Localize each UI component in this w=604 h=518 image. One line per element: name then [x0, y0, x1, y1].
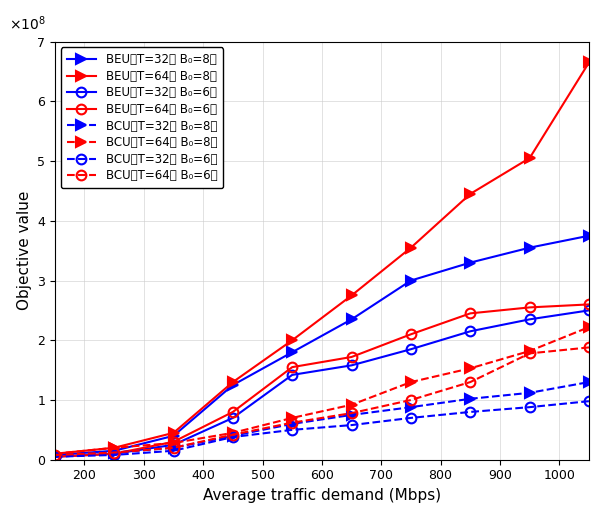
- BCU（T=64， B₀=6）: [526, 350, 533, 356]
- BCU（T=32， B₀=8）: [170, 444, 177, 451]
- BEU（T=64， B₀=6）: [51, 454, 59, 460]
- BEU（T=32， B₀=8）: [348, 316, 355, 322]
- BEU（T=32， B₀=8）: [111, 448, 118, 454]
- BCU（T=64， B₀=8）: [467, 365, 474, 371]
- BEU（T=32， B₀=8）: [467, 260, 474, 266]
- BCU（T=32， B₀=8）: [111, 450, 118, 456]
- BEU（T=64， B₀=6）: [585, 301, 593, 308]
- Line: BCU（T=32， B₀=6）: BCU（T=32， B₀=6）: [50, 396, 594, 462]
- BEU（T=64， B₀=6）: [348, 354, 355, 360]
- BEU（T=32， B₀=6）: [526, 316, 533, 322]
- BCU（T=32， B₀=6）: [289, 427, 296, 433]
- BCU（T=64， B₀=8）: [289, 415, 296, 421]
- BEU（T=32， B₀=6）: [111, 451, 118, 457]
- BEU（T=64， B₀=8）: [585, 60, 593, 66]
- Line: BCU（T=64， B₀=8）: BCU（T=64， B₀=8）: [50, 322, 594, 458]
- BEU（T=64， B₀=8）: [407, 244, 414, 251]
- Line: BCU（T=32， B₀=8）: BCU（T=32， B₀=8）: [50, 377, 594, 460]
- BEU（T=64， B₀=6）: [526, 304, 533, 310]
- Legend: BEU（T=32， B₀=8）, BEU（T=64， B₀=8）, BEU（T=32， B₀=6）, BEU（T=64， B₀=6）, BCU（T=32， B₀: BEU（T=32， B₀=8）, BEU（T=64， B₀=8）, BEU（T=…: [60, 48, 223, 188]
- BCU（T=32， B₀=8）: [467, 396, 474, 402]
- BCU（T=64， B₀=6）: [289, 420, 296, 426]
- BCU（T=64， B₀=6）: [348, 410, 355, 416]
- BCU（T=32， B₀=6）: [585, 398, 593, 404]
- BCU（T=32， B₀=8）: [230, 433, 237, 439]
- BEU（T=32， B₀=6）: [348, 362, 355, 368]
- BCU（T=64， B₀=8）: [585, 324, 593, 330]
- BCU（T=32， B₀=8）: [526, 390, 533, 396]
- Line: BEU（T=32， B₀=6）: BEU（T=32， B₀=6）: [50, 306, 594, 462]
- BEU（T=64， B₀=8）: [348, 292, 355, 298]
- BEU（T=32， B₀=6）: [230, 415, 237, 421]
- BEU（T=32， B₀=6）: [289, 372, 296, 378]
- BEU（T=64， B₀=6）: [407, 331, 414, 337]
- BCU（T=64， B₀=6）: [170, 444, 177, 451]
- BEU（T=32， B₀=8）: [289, 349, 296, 355]
- BCU（T=64， B₀=8）: [348, 401, 355, 408]
- BEU（T=32， B₀=8）: [230, 382, 237, 388]
- BCU（T=64， B₀=8）: [526, 348, 533, 354]
- BEU（T=32， B₀=8）: [407, 278, 414, 284]
- Line: BEU（T=32， B₀=8）: BEU（T=32， B₀=8）: [50, 231, 594, 460]
- BCU（T=32， B₀=8）: [585, 379, 593, 385]
- BEU（T=64， B₀=8）: [289, 337, 296, 343]
- BCU（T=32， B₀=6）: [51, 454, 59, 460]
- BEU（T=32， B₀=8）: [51, 452, 59, 458]
- X-axis label: Average traffic demand (Mbps): Average traffic demand (Mbps): [203, 488, 441, 503]
- BCU（T=64， B₀=6）: [111, 450, 118, 456]
- BCU（T=64， B₀=8）: [407, 379, 414, 385]
- Text: $\times10^8$: $\times10^8$: [10, 15, 47, 33]
- BEU（T=64， B₀=8）: [51, 451, 59, 457]
- BEU（T=64， B₀=6）: [111, 451, 118, 457]
- Line: BEU（T=64， B₀=8）: BEU（T=64， B₀=8）: [50, 57, 594, 458]
- BEU（T=64， B₀=8）: [170, 430, 177, 436]
- BCU（T=32， B₀=6）: [467, 409, 474, 415]
- BEU（T=64， B₀=6）: [170, 439, 177, 445]
- BEU（T=64， B₀=6）: [230, 409, 237, 415]
- BCU（T=32， B₀=6）: [407, 415, 414, 421]
- BCU（T=64， B₀=6）: [585, 344, 593, 351]
- BCU（T=32， B₀=8）: [51, 452, 59, 458]
- BCU（T=64， B₀=8）: [51, 451, 59, 457]
- BCU（T=32， B₀=6）: [526, 404, 533, 410]
- BEU（T=32， B₀=6）: [407, 346, 414, 352]
- BCU（T=64， B₀=6）: [230, 431, 237, 438]
- BEU（T=32， B₀=8）: [526, 244, 533, 251]
- BCU（T=32， B₀=8）: [348, 412, 355, 418]
- BEU（T=64， B₀=8）: [230, 379, 237, 385]
- BEU（T=64， B₀=8）: [111, 444, 118, 451]
- BEU（T=64， B₀=8）: [526, 155, 533, 161]
- BEU（T=32， B₀=8）: [170, 433, 177, 439]
- Line: BEU（T=64， B₀=6）: BEU（T=64， B₀=6）: [50, 299, 594, 462]
- BCU（T=64， B₀=6）: [467, 379, 474, 385]
- BEU（T=64， B₀=6）: [467, 310, 474, 316]
- BCU（T=32， B₀=6）: [170, 448, 177, 454]
- BEU（T=32， B₀=8）: [585, 233, 593, 239]
- BEU（T=32， B₀=6）: [170, 442, 177, 448]
- BCU（T=32， B₀=6）: [348, 422, 355, 428]
- BCU（T=64， B₀=8）: [230, 430, 237, 436]
- Line: BCU（T=64， B₀=6）: BCU（T=64， B₀=6）: [50, 342, 594, 460]
- BEU（T=32， B₀=6）: [51, 454, 59, 460]
- BCU（T=32， B₀=6）: [111, 452, 118, 458]
- BCU（T=32， B₀=6）: [230, 434, 237, 440]
- BEU（T=64， B₀=6）: [289, 364, 296, 370]
- BCU（T=32， B₀=8）: [289, 421, 296, 427]
- BCU（T=64， B₀=8）: [170, 440, 177, 446]
- BCU（T=64， B₀=8）: [111, 444, 118, 451]
- BCU（T=64， B₀=6）: [51, 452, 59, 458]
- Y-axis label: Objective value: Objective value: [16, 191, 31, 310]
- BCU（T=32， B₀=8）: [407, 404, 414, 410]
- BCU（T=64， B₀=6）: [407, 397, 414, 403]
- BEU（T=32， B₀=6）: [467, 328, 474, 335]
- BEU（T=32， B₀=6）: [585, 307, 593, 313]
- BEU（T=64， B₀=8）: [467, 191, 474, 197]
